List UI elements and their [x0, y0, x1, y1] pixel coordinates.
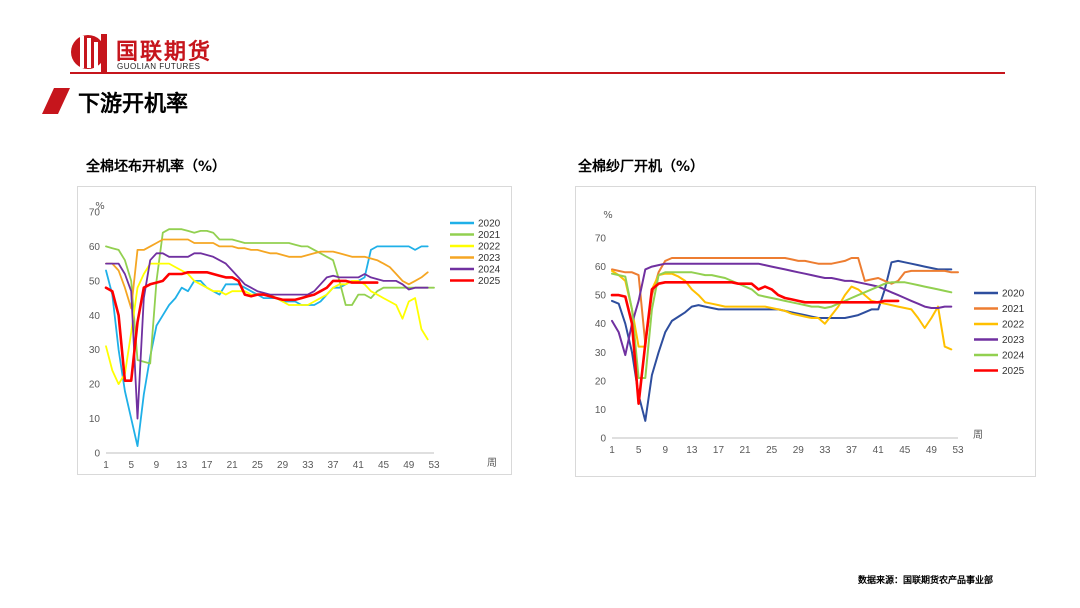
- y-tick-label: 40: [595, 319, 607, 330]
- y-tick-label: 50: [89, 276, 101, 287]
- series-line-2023: [105, 238, 429, 310]
- legend-label-2023: 2023: [1002, 335, 1025, 346]
- logo-chinese-text: 国联期货: [116, 40, 213, 65]
- series-line-2020: [105, 245, 429, 447]
- x-tick-label: 1: [609, 445, 615, 456]
- x-tick-label: 41: [353, 460, 365, 471]
- y-tick-label: 10: [89, 414, 101, 425]
- logo-mark-icon: [71, 34, 107, 72]
- x-tick-label: 5: [128, 460, 134, 471]
- x-tick-label: 49: [403, 460, 415, 471]
- y-tick-label: 50: [595, 291, 607, 302]
- legend-label-2024: 2024: [1002, 351, 1025, 362]
- x-tick-label: 45: [899, 445, 911, 456]
- y-tick-label: 60: [595, 262, 607, 273]
- y-tick-label: 40: [89, 311, 101, 322]
- header-divider: [70, 72, 1005, 74]
- x-tick-label: 17: [713, 445, 725, 456]
- x-tick-label: 37: [846, 445, 858, 456]
- x-tick-label: 53: [428, 460, 440, 471]
- chart-panel-right: 0 10 20 30 40 50 60 70 1 5 9 13 17 21 25 29 33 37 41 45 49 53…: [575, 186, 1036, 477]
- x-tick-label: 41: [873, 445, 885, 456]
- page-title: 下游开机率: [78, 92, 189, 117]
- y-tick-label: 70: [595, 234, 607, 245]
- y-tick-label: 0: [94, 449, 100, 460]
- x-tick-label: 13: [686, 445, 698, 456]
- x-tick-label: 37: [328, 460, 340, 471]
- legend-label-2022: 2022: [478, 242, 501, 253]
- x-tick-label: 1: [103, 460, 109, 471]
- y-tick-label: 20: [89, 380, 101, 391]
- data-source-note: 数据来源：国联期货农产品事业部: [857, 576, 993, 586]
- legend-label-2025: 2025: [478, 276, 501, 287]
- series-line-2022: [105, 262, 429, 385]
- legend-label-2020: 2020: [1002, 289, 1025, 300]
- y-axis-label: %: [95, 201, 105, 212]
- x-tick-label: 45: [378, 460, 390, 471]
- x-tick-label: 17: [201, 460, 213, 471]
- y-tick-label: 30: [89, 345, 101, 356]
- company-logo: 国联期货 GUOLIAN FUTURES: [70, 30, 240, 74]
- legend-label-2021: 2021: [478, 230, 501, 241]
- x-tick-label: 53: [952, 445, 964, 456]
- logo-english-text: GUOLIAN FUTURES: [117, 62, 201, 71]
- legend-label-2025: 2025: [1002, 366, 1025, 377]
- series-line-2023: [611, 262, 953, 357]
- x-tick-label: 21: [227, 460, 239, 471]
- x-tick-label: 33: [819, 445, 831, 456]
- y-tick-label: 10: [595, 405, 607, 416]
- legend-label-2024: 2024: [478, 265, 501, 276]
- series-line-2025: [104, 271, 379, 382]
- x-tick-label: 29: [277, 460, 289, 471]
- legend-label-2023: 2023: [478, 253, 501, 264]
- chart-title-right: 全棉纱厂开机（%）: [578, 159, 705, 175]
- x-tick-label: 49: [926, 445, 938, 456]
- series-line-2024: [611, 271, 953, 379]
- x-tick-label: 13: [176, 460, 188, 471]
- series-line-2020: [611, 259, 953, 422]
- title-slash-icon: [42, 88, 70, 114]
- y-tick-label: 60: [89, 242, 101, 253]
- x-tick-label: 21: [740, 445, 752, 456]
- chart-title-left: 全棉坯布开机率（%）: [86, 159, 227, 175]
- series-line-2025: [610, 281, 900, 405]
- series-line-2024: [105, 252, 429, 420]
- legend-label-2022: 2022: [1002, 320, 1025, 331]
- x-tick-label: 25: [766, 445, 778, 456]
- x-axis-label: 周: [487, 457, 497, 469]
- chart-right: 0 10 20 30 40 50 60 70 1 5 9 13 17 21 25 29 33 37 41 45 49 53…: [595, 210, 1025, 456]
- series-line-2022: [611, 269, 953, 351]
- y-tick-label: 0: [600, 434, 606, 445]
- chart-panel-left: 0 10 20 30 40 50 60 70 1 5 9 13 17 21 25 29 33 37 41 45 49 53…: [77, 186, 512, 475]
- x-axis-label: 周: [973, 429, 983, 441]
- chart-left: 0 10 20 30 40 50 60 70 1 5 9 13 17 21 25 29 33 37 41 45 49 53…: [89, 201, 501, 471]
- y-tick-label: 30: [595, 348, 607, 359]
- y-axis-label: %: [603, 210, 613, 221]
- legend-label-2021: 2021: [1002, 304, 1025, 315]
- series-line-2021: [611, 257, 959, 345]
- y-tick-label: 70: [89, 208, 101, 219]
- x-tick-label: 25: [252, 460, 264, 471]
- y-tick-label: 20: [595, 376, 607, 387]
- x-tick-label: 9: [154, 460, 160, 471]
- x-tick-label: 29: [793, 445, 805, 456]
- x-tick-label: 33: [302, 460, 314, 471]
- series-line-2021: [105, 228, 435, 365]
- legend-label-2020: 2020: [478, 219, 501, 230]
- x-tick-label: 9: [662, 445, 668, 456]
- x-tick-label: 5: [636, 445, 642, 456]
